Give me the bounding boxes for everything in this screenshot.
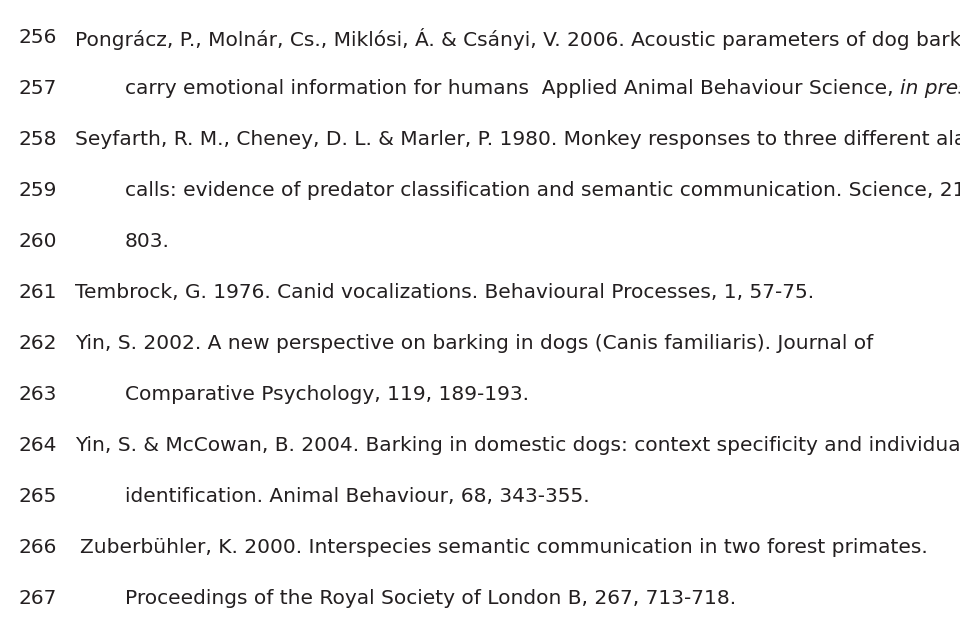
Text: Tembrock, G. 1976. Canid vocalizations. Behavioural Processes, 1, 57-75.: Tembrock, G. 1976. Canid vocalizations. … bbox=[75, 283, 814, 302]
Text: Comparative Psychology, 119, 189-193.: Comparative Psychology, 119, 189-193. bbox=[125, 385, 529, 404]
Text: 260: 260 bbox=[18, 232, 57, 251]
Text: Yin, S. 2002. A new perspective on barking in dogs (Canis familiaris). Journal o: Yin, S. 2002. A new perspective on barki… bbox=[75, 334, 874, 353]
Text: Proceedings of the Royal Society of London B, 267, 713-718.: Proceedings of the Royal Society of Lond… bbox=[125, 589, 736, 608]
Text: 265: 265 bbox=[18, 487, 57, 506]
Text: identification. Animal Behaviour, 68, 343-355.: identification. Animal Behaviour, 68, 34… bbox=[125, 487, 589, 506]
Text: 256: 256 bbox=[18, 28, 57, 47]
Text: 263: 263 bbox=[18, 385, 57, 404]
Text: in press: in press bbox=[900, 79, 960, 98]
Text: Yin, S. & McCowan, B. 2004. Barking in domestic dogs: context specificity and in: Yin, S. & McCowan, B. 2004. Barking in d… bbox=[75, 436, 960, 455]
Text: 266: 266 bbox=[18, 538, 57, 557]
Text: carry emotional information for humans  Applied Animal Behaviour Science,: carry emotional information for humans A… bbox=[125, 79, 900, 98]
Text: 264: 264 bbox=[18, 436, 57, 455]
Text: 258: 258 bbox=[18, 130, 57, 149]
Text: 257: 257 bbox=[18, 79, 57, 98]
Text: 259: 259 bbox=[18, 181, 57, 200]
Text: 803.: 803. bbox=[125, 232, 170, 251]
Text: Pongrácz, P., Molnár, Cs., Miklósi, Á. & Csányi, V. 2006. Acoustic parameters of: Pongrácz, P., Molnár, Cs., Miklósi, Á. &… bbox=[75, 28, 960, 50]
Text: Seyfarth, R. M., Cheney, D. L. & Marler, P. 1980. Monkey responses to three diff: Seyfarth, R. M., Cheney, D. L. & Marler,… bbox=[75, 130, 960, 149]
Text: 267: 267 bbox=[18, 589, 57, 608]
Text: Zuberbühler, K. 2000. Interspecies semantic communication in two forest primates: Zuberbühler, K. 2000. Interspecies seman… bbox=[80, 538, 927, 557]
Text: 261: 261 bbox=[18, 283, 57, 302]
Text: 262: 262 bbox=[18, 334, 57, 353]
Text: calls: evidence of predator classification and semantic communication. Science, : calls: evidence of predator classificati… bbox=[125, 181, 960, 200]
